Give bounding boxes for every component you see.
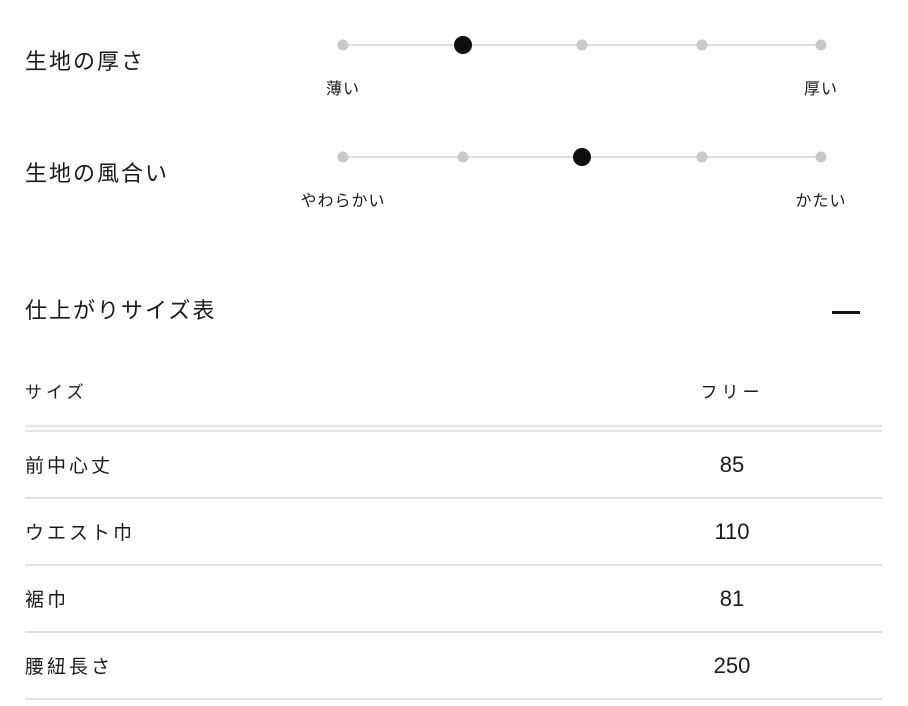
fabric-texture-scale: やわらかい かたい [300,148,846,210]
free-column-header: フリー [582,366,882,432]
measurement-value: 85 [582,428,882,499]
measurement-label: 前中心丈 [25,428,582,499]
collapse-section-button[interactable] [824,301,868,323]
size-column-header: サイズ [25,366,582,432]
size-table: サイズ フリー 前中心丈 85 ウエスト巾 110 裾巾 81 腰紐長さ 250 [25,366,882,700]
scale-dot [337,151,349,163]
scale-dot [815,151,827,163]
table-row: 裾巾 81 [25,565,882,633]
scale-dot [696,39,707,51]
scale-min-label: やわらかい [300,193,386,210]
size-section-header: 仕上がりサイズ表 [25,293,882,329]
scale-min-label: 薄い [325,81,361,98]
scale-track [337,148,827,166]
scale-end-labels: 薄い 厚い [326,75,837,98]
table-row: 前中心丈 85 [25,428,882,499]
scale-end-labels: やわらかい かたい [300,187,845,210]
scale-dot [576,39,588,51]
scale-max-label: 厚い [803,81,839,98]
minus-icon [832,311,860,314]
fabric-texture-row: 生地の風合い やわらかい かたい [25,148,882,218]
table-row: 腰紐長さ 250 [25,632,882,700]
scale-dot [696,151,707,163]
fabric-thickness-scale: 薄い 厚い [326,36,837,98]
measurement-value: 110 [582,498,882,566]
scale-dot [337,39,349,51]
scale-max-label: かたい [795,193,847,210]
fabric-thickness-title: 生地の厚さ [25,49,146,74]
size-section-title: 仕上がりサイズ表 [25,298,217,323]
scale-dot-active [453,36,472,54]
measurement-label: ウエスト巾 [25,498,582,566]
measurement-value: 250 [582,632,882,700]
fabric-texture-title: 生地の風合い [25,161,170,186]
scale-track [337,36,827,54]
scale-dot [815,39,827,51]
size-table-header-row: サイズ フリー [25,366,882,432]
scale-dot [457,151,468,163]
table-row: ウエスト巾 110 [25,498,882,566]
measurement-label: 腰紐長さ [25,632,582,700]
measurement-value: 81 [582,565,882,633]
scale-dot-active [573,148,591,166]
fabric-thickness-row: 生地の厚さ 薄い 厚い [25,36,882,106]
measurement-label: 裾巾 [25,565,582,633]
